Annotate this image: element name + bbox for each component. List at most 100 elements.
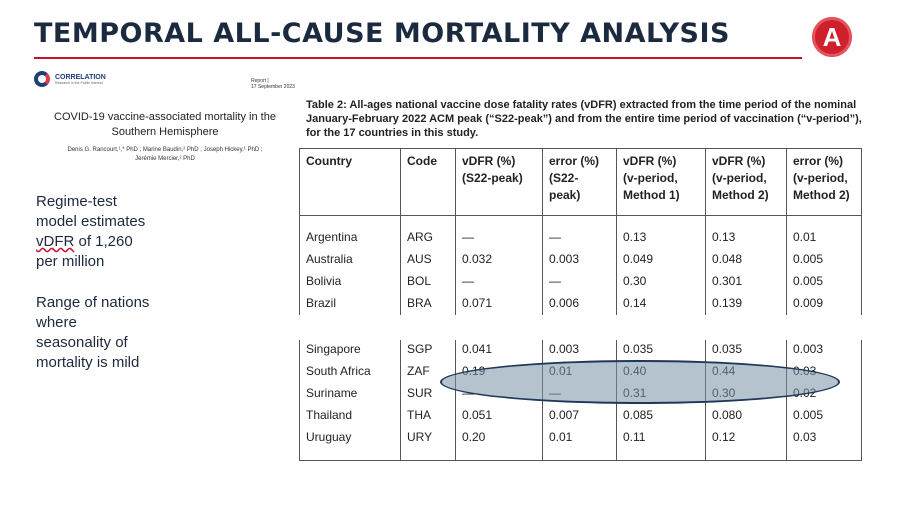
regime-note-line: Regime-test xyxy=(36,193,117,210)
table-cell xyxy=(455,448,543,461)
table-cell: Brazil xyxy=(306,296,337,310)
table-cell: 0.139 xyxy=(705,292,787,314)
paper-title: COVID-19 vaccine-associated mortality in… xyxy=(40,110,290,140)
correlation-logo: CORRELATION Research in the Public Inter… xyxy=(34,71,106,87)
table-cell xyxy=(616,215,706,226)
column-header-line: (v-period, xyxy=(793,171,848,185)
regime-note-line: per million xyxy=(36,253,105,270)
table-row: Uruguay URY 0.20 0.01 0.11 0.12 0.03 xyxy=(300,426,862,448)
table-cell: Singapore xyxy=(306,342,361,356)
column-header-line: vDFR (%) xyxy=(712,154,766,168)
report-tag: Report | 17 September 2023 xyxy=(251,78,295,90)
logo-a-icon: A xyxy=(812,17,852,57)
highlight-ellipse xyxy=(440,360,840,404)
org-name: CORRELATION xyxy=(55,73,106,81)
range-note: Range of nations where seasonality of mo… xyxy=(36,293,176,373)
table-cell xyxy=(400,215,456,226)
table-cell: AUS xyxy=(400,248,456,270)
column-header: error (%) (S22- peak) xyxy=(542,148,617,216)
table-cell: 0.03 xyxy=(786,426,862,448)
column-header-line: Method 2) xyxy=(793,188,850,202)
table-cell: 0.071 xyxy=(455,292,543,314)
table-cell: Australia xyxy=(306,252,353,266)
column-header-line: Country xyxy=(306,154,352,168)
table-cell: 0.01 xyxy=(786,226,862,248)
column-header-line: (S22-peak) xyxy=(462,171,523,185)
table-cell: 0.005 xyxy=(786,404,862,426)
table-cell: ZAF xyxy=(400,360,456,382)
slide-title: TEMPORAL ALL-CAUSE MORTALITY ANALYSIS xyxy=(34,18,730,49)
table-cell: 0.009 xyxy=(786,292,862,314)
column-header-line: (S22- xyxy=(549,171,579,185)
column-header: Country xyxy=(299,148,401,216)
authors-line: Jérémie Mercier,² PhD xyxy=(135,156,195,162)
table-cell: 0.006 xyxy=(542,292,617,314)
table-cell: Bolivia xyxy=(306,274,342,288)
table-row: Thailand THA 0.051 0.007 0.085 0.080 0.005 xyxy=(300,404,862,426)
table-row: Brazil BRA 0.071 0.006 0.14 0.139 0.009 xyxy=(300,292,862,314)
table-cell: 0.007 xyxy=(542,404,617,426)
column-header: Code xyxy=(400,148,456,216)
column-header-line: error (%) xyxy=(549,154,600,168)
vdfr-table: Country Code vDFR (%) (S22-peak) error (%) (S… xyxy=(299,148,862,461)
table-cell: 0.048 xyxy=(705,248,787,270)
column-header: vDFR (%) (S22-peak) xyxy=(455,148,543,216)
paper-authors: Denis G. Rancourt,¹,* PhD ; Marine Baudi… xyxy=(40,146,290,164)
column-header-line: peak) xyxy=(549,188,581,202)
table-cell: SGP xyxy=(400,338,456,360)
table-cell: BOL xyxy=(400,270,456,292)
table-cell xyxy=(455,215,543,226)
table-cell: 0.003 xyxy=(542,338,617,360)
table-cell xyxy=(400,448,456,461)
regime-value: of 1,260 xyxy=(74,233,133,250)
table-cell xyxy=(300,216,401,227)
table-cell: 0.041 xyxy=(455,338,543,360)
table-row: Singapore SGP 0.041 0.003 0.035 0.035 0.003 xyxy=(300,338,862,360)
table-cell: South Africa xyxy=(306,364,371,378)
table-cell: 0.301 xyxy=(705,270,787,292)
table-cell: Thailand xyxy=(306,408,353,422)
table-cell: 0.12 xyxy=(705,426,787,448)
org-tagline: Research in the Public Interest xyxy=(55,80,103,85)
range-note-line: seasonality of xyxy=(36,334,128,351)
table-caption: Table 2: All-ages national vaccine dose … xyxy=(306,99,862,139)
table-cell: 0.11 xyxy=(616,426,706,448)
table-cell: 0.085 xyxy=(616,404,706,426)
range-note-line: mortality is mild xyxy=(36,354,140,371)
table-cell xyxy=(786,215,862,226)
table-cell: SUR xyxy=(400,382,456,404)
table-cell: Argentina xyxy=(306,230,358,244)
table-row: Bolivia BOL — —0.30 0.301 0.005 xyxy=(300,270,862,292)
table-cell: — xyxy=(455,226,543,248)
table-cell: 0.20 xyxy=(455,426,543,448)
column-header-line: vDFR (%) xyxy=(462,154,516,168)
table-cell: URY xyxy=(400,426,456,448)
table-redaction xyxy=(296,315,866,340)
table-cell xyxy=(300,448,401,461)
table-cell xyxy=(705,215,787,226)
column-header-line: (v-period, xyxy=(712,171,767,185)
table-cell xyxy=(705,448,787,461)
table-spacer-row xyxy=(300,448,862,461)
table-cell: THA xyxy=(400,404,456,426)
report-label: Report | xyxy=(251,78,269,84)
paper-title-line: COVID-19 vaccine-associated mortality in… xyxy=(54,111,276,123)
table-cell: 0.13 xyxy=(705,226,787,248)
table-header-row: Country Code vDFR (%) (S22-peak) error (%) (S… xyxy=(299,148,862,216)
column-header: vDFR (%) (v-period, Method 1) xyxy=(616,148,706,216)
column-header-line: vDFR (%) xyxy=(623,154,677,168)
authors-line: Denis G. Rancourt,¹,* PhD ; Marine Baudi… xyxy=(67,147,263,153)
table-cell: 0.14 xyxy=(616,292,706,314)
column-header: vDFR (%) (v-period, Method 2) xyxy=(705,148,787,216)
table-cell: 0.003 xyxy=(786,338,862,360)
column-header-line: Code xyxy=(407,154,437,168)
table-cell: 0.003 xyxy=(542,248,617,270)
paper-title-line: Southern Hemisphere xyxy=(111,126,219,138)
table-cell: 0.13 xyxy=(616,226,706,248)
table-cell: 0.080 xyxy=(705,404,787,426)
column-header-line: (v-period, xyxy=(623,171,678,185)
table-cell xyxy=(542,448,617,461)
column-header-line: error (%) xyxy=(793,154,844,168)
table-cell: — xyxy=(542,270,617,292)
regime-note-line: vDFR of 1,260 xyxy=(36,232,176,252)
